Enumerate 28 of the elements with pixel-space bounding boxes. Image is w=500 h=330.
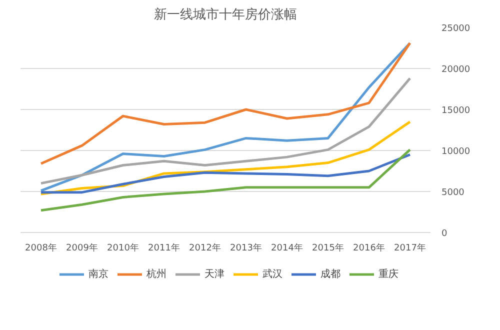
x-tick-label: 2016年: [353, 242, 385, 254]
x-tick-label: 2017年: [394, 242, 426, 254]
legend-label: 南京: [88, 268, 108, 280]
x-tick-label: 2013年: [230, 242, 262, 254]
x-tick-label: 2012年: [189, 242, 221, 254]
legend-label: 武汉: [262, 268, 282, 280]
y-tick-label: 5000: [442, 188, 465, 198]
y-tick-label: 0: [442, 229, 448, 239]
line-series: [40, 77, 412, 185]
y-tick-label: 10000: [442, 147, 470, 157]
x-tick-label: 2011年: [148, 242, 180, 254]
line-series: [40, 153, 412, 194]
legend-label: 成都: [320, 268, 340, 280]
line-series: [40, 42, 412, 192]
y-tick-label: 25000: [442, 24, 470, 34]
legend-label: 天津: [204, 268, 224, 280]
x-tick-label: 2010年: [107, 242, 139, 254]
x-tick-label: 2008年: [25, 242, 57, 254]
chart-title: 新一线城市十年房价涨幅: [154, 6, 297, 22]
line-series: [40, 148, 412, 212]
x-tick-label: 2009年: [66, 242, 98, 254]
y-tick-label: 15000: [442, 106, 470, 116]
x-tick-label: 2014年: [271, 242, 303, 254]
legend-label: 重庆: [378, 268, 398, 280]
x-tick-label: 2015年: [312, 242, 344, 254]
line-series: [40, 42, 412, 165]
y-tick-label: 20000: [442, 65, 470, 75]
legend-label: 杭州: [146, 268, 166, 280]
